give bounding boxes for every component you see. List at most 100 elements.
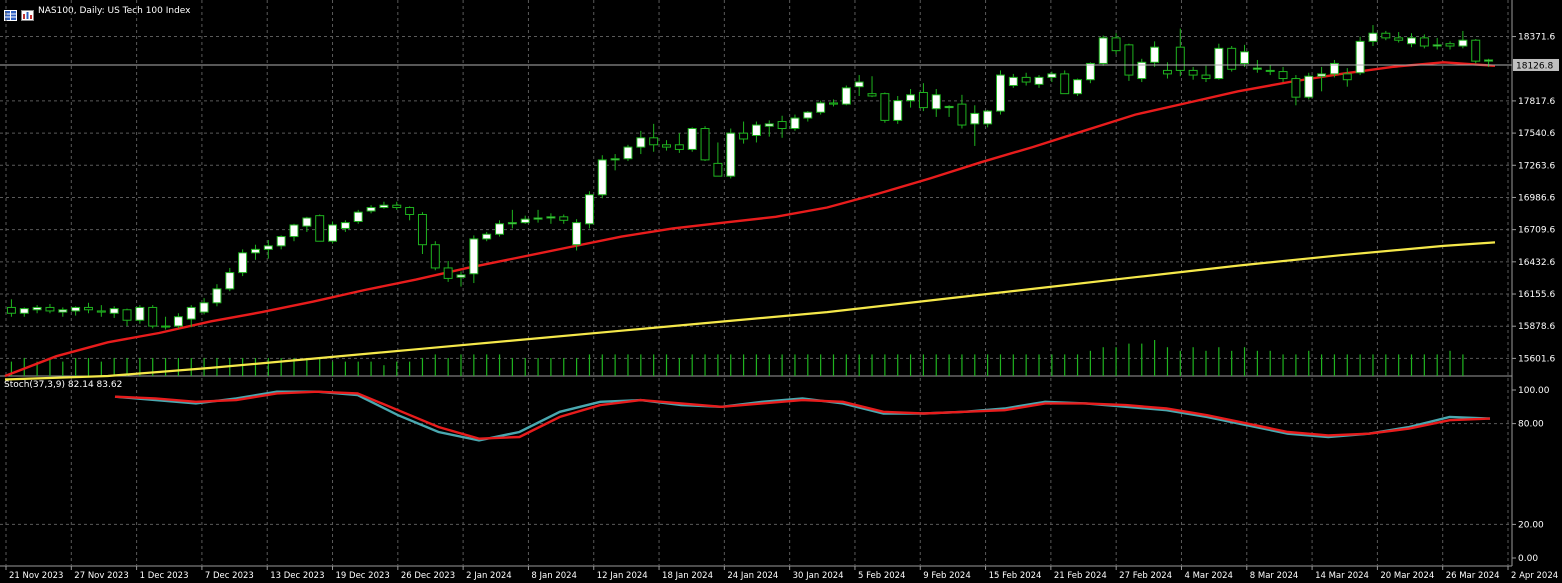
candle-body[interactable] [430,244,440,269]
candle-body[interactable] [186,306,196,320]
candle-body[interactable] [417,213,427,246]
candle-body[interactable] [1445,43,1455,47]
candle-body[interactable] [1188,69,1198,76]
candle-body[interactable] [867,93,877,97]
candle-body[interactable] [995,74,1005,112]
candle-body[interactable] [495,223,505,235]
candle-body[interactable] [58,309,68,313]
candle-body[interactable] [353,211,363,222]
candle-body[interactable] [1355,40,1365,74]
candle-body[interactable] [841,87,851,105]
candle-body[interactable] [1240,51,1250,64]
candle-body[interactable] [1034,76,1044,85]
candle-body[interactable] [225,272,235,290]
candle-body[interactable] [739,132,749,140]
candle-body[interactable] [199,302,209,313]
chart-type-icon[interactable] [21,6,34,21]
candle-body[interactable] [507,222,517,225]
candle-body[interactable] [1342,73,1352,81]
candle-body[interactable] [1291,78,1301,98]
candle-body[interactable] [84,306,93,311]
candle-body[interactable] [96,310,106,313]
candle-body[interactable] [957,103,967,126]
candle-body[interactable] [443,267,453,279]
candle-body[interactable] [829,102,838,105]
candle-body[interactable] [276,236,286,247]
candle-body[interactable] [906,94,916,102]
candle-body[interactable] [790,117,800,130]
candle-body[interactable] [1201,74,1211,80]
candle-body[interactable] [893,100,903,121]
candle-body[interactable] [983,110,993,125]
candle-body[interactable] [636,137,646,148]
candle-body[interactable] [405,207,415,215]
candle-body[interactable] [1484,59,1494,62]
candle-body[interactable] [1175,46,1185,71]
candle-body[interactable] [918,91,928,109]
candle-body[interactable] [777,121,787,130]
candle-body[interactable] [623,146,633,160]
candle-body[interactable] [1381,32,1391,39]
candle-body[interactable] [1162,69,1172,75]
candle-body[interactable] [1098,37,1108,64]
candle-body[interactable] [1137,61,1147,80]
candle-body[interactable] [1471,39,1481,62]
candle-body[interactable] [1111,37,1121,52]
candle-body[interactable] [1085,62,1095,81]
candle-body[interactable] [1368,32,1378,42]
candle-body[interactable] [263,245,273,250]
candle-body[interactable] [1047,73,1057,78]
candle-body[interactable] [1458,39,1468,47]
candle-body[interactable] [944,105,954,109]
candle-body[interactable] [366,207,376,212]
candle-body[interactable] [1407,37,1416,45]
candle-body[interactable] [803,111,813,119]
candle-body[interactable] [45,306,55,312]
candle-body[interactable] [392,204,402,209]
candle-body[interactable] [212,288,222,304]
candle-body[interactable] [687,128,697,150]
candle-body[interactable] [649,137,659,146]
candle-body[interactable] [1252,67,1262,70]
candle-body[interactable] [122,309,132,321]
candle-body[interactable] [854,81,864,88]
candle-body[interactable] [1419,37,1429,47]
candle-body[interactable] [32,306,42,311]
candle-body[interactable] [289,224,299,238]
candle-body[interactable] [1073,79,1083,95]
candle-body[interactable] [469,238,479,275]
candle-body[interactable] [340,222,350,229]
candle-body[interactable] [764,123,774,127]
candle-body[interactable] [315,215,325,242]
candle-body[interactable] [6,306,16,314]
candle-body[interactable] [584,194,594,225]
candle-body[interactable] [1060,73,1070,95]
candle-body[interactable] [1227,47,1237,70]
candle-body[interactable] [1304,75,1314,98]
candle-body[interactable] [970,112,980,125]
candle-body[interactable] [1008,76,1018,87]
candle-body[interactable] [302,217,312,227]
candle-body[interactable] [1432,44,1442,47]
candle-body[interactable] [109,308,119,314]
candle-body[interactable] [726,132,736,177]
candle-body[interactable] [700,128,710,161]
candle-body[interactable] [597,159,607,196]
candle-body[interactable] [482,233,492,240]
candle-body[interactable] [674,144,684,150]
candle-body[interactable] [546,216,556,219]
candle-body[interactable] [1150,46,1160,63]
candle-body[interactable] [1265,69,1275,72]
candle-body[interactable] [520,218,530,224]
candle-body[interactable] [456,274,466,278]
candle-body[interactable] [19,308,29,314]
candle-body[interactable] [135,306,145,321]
candle-body[interactable] [533,217,543,220]
candle-body[interactable] [662,144,671,148]
candle-body[interactable] [379,204,389,209]
candle-body[interactable] [71,306,81,312]
candle-body[interactable] [1124,44,1134,76]
candle-body[interactable] [610,158,620,161]
candle-body[interactable] [1278,71,1288,80]
candle-body[interactable] [161,325,171,328]
